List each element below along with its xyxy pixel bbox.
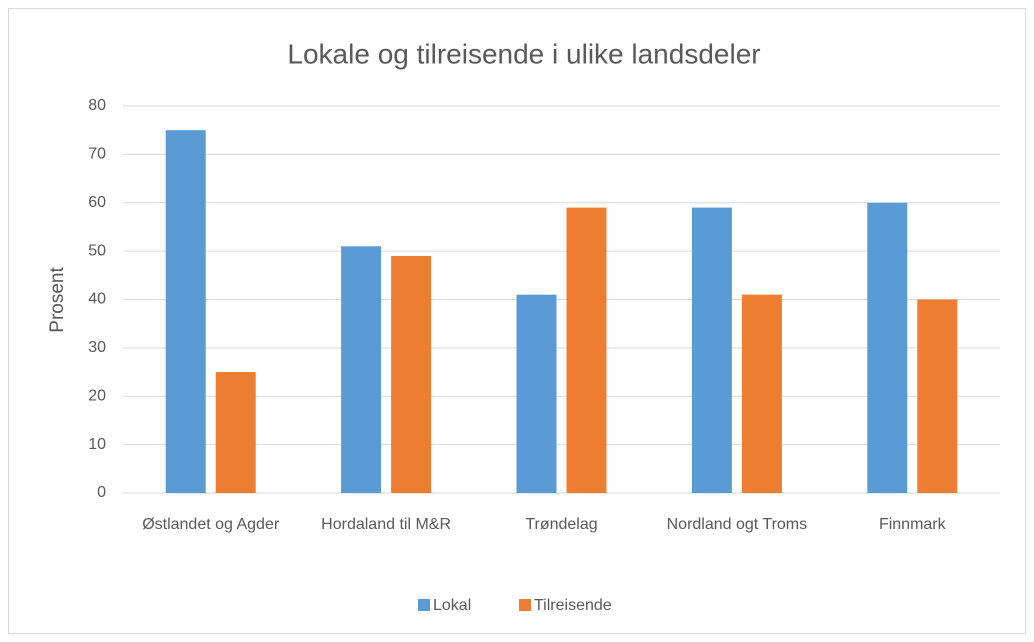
x-tick-label: Nordland ogt Troms — [666, 516, 808, 533]
y-tick-label: 60 — [88, 194, 106, 211]
y-tick-label: 30 — [88, 339, 106, 356]
bar — [917, 299, 958, 493]
y-axis-label: Prosent — [47, 267, 68, 333]
bar — [165, 130, 206, 493]
x-tick-label: Trøndelag — [525, 516, 598, 533]
y-tick-label: 10 — [88, 436, 106, 453]
y-tick-label: 20 — [88, 387, 106, 404]
bar — [867, 202, 908, 493]
y-tick-label: 80 — [88, 97, 106, 114]
bar — [691, 207, 732, 493]
legend-swatch — [519, 599, 531, 611]
x-tick-label: Hordaland til M&R — [321, 516, 451, 533]
x-tick-label: Østlandet og Agder — [142, 516, 280, 533]
bar — [341, 246, 382, 493]
legend-label: Tilreisende — [534, 597, 612, 614]
bar — [391, 255, 432, 493]
y-tick-label: 70 — [88, 146, 106, 163]
x-tick-label: Finnmark — [878, 516, 946, 533]
bar — [516, 294, 557, 493]
y-tick-label: 40 — [88, 291, 106, 308]
y-tick-label: 0 — [97, 484, 106, 501]
bar — [215, 372, 256, 493]
bar — [741, 294, 782, 493]
legend-label: Lokal — [433, 597, 471, 614]
bar — [566, 207, 607, 493]
y-tick-label: 50 — [88, 242, 106, 259]
legend-swatch — [418, 599, 430, 611]
chart-title: Lokale og tilreisende i ulike landsdeler — [287, 38, 760, 69]
